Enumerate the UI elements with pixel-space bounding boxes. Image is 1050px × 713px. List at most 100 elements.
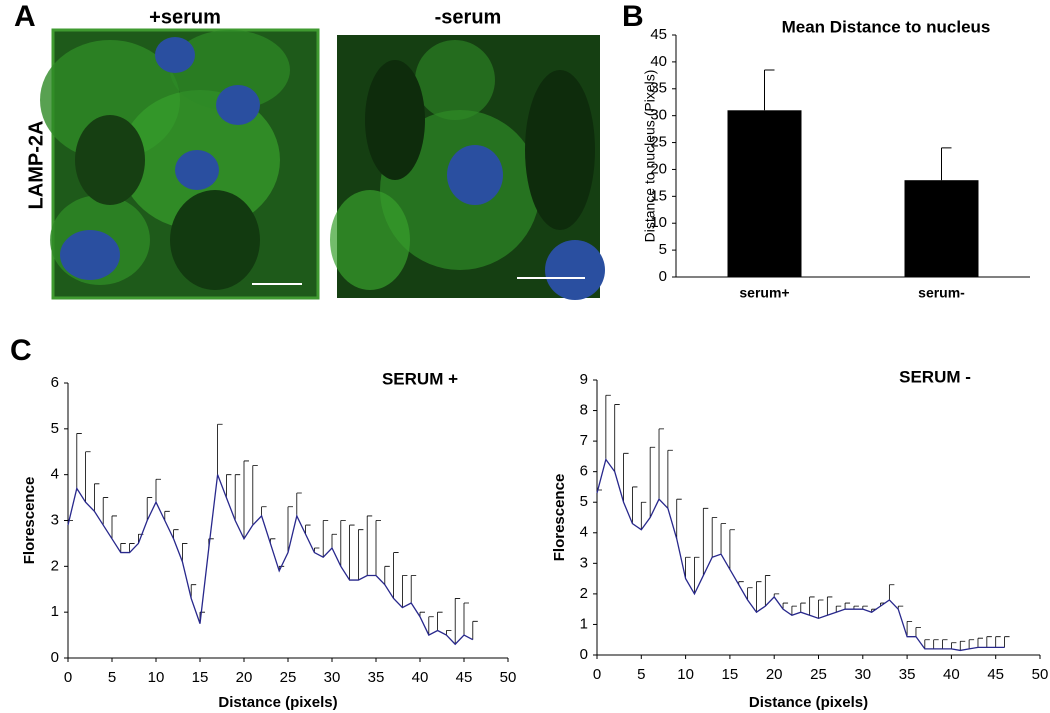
y-tick-label: 4: [580, 524, 588, 541]
error-bar: [933, 639, 939, 649]
error-bar: [340, 520, 346, 567]
error-bar: [349, 524, 355, 581]
error-bar: [623, 452, 629, 503]
error-bar: [217, 423, 223, 475]
y-tick-label: 9: [580, 371, 588, 388]
x-tick-label: 45: [456, 669, 473, 686]
error-bar: [844, 602, 851, 610]
x-tick-label: 45: [987, 666, 1004, 683]
error-bar: [94, 483, 100, 512]
x-tick-label: 30: [324, 669, 341, 686]
error-bar: [729, 529, 735, 570]
panel-label: B: [622, 0, 644, 33]
error-bar: [614, 404, 620, 472]
error-bar: [702, 507, 709, 576]
error-bar: [358, 529, 364, 581]
x-tick-label: 5: [108, 669, 116, 686]
error-bar: [835, 605, 842, 613]
error-bar: [375, 520, 381, 576]
error-bar: [959, 640, 966, 651]
error-bar: [995, 636, 1001, 648]
x-tick-label: 25: [280, 669, 297, 686]
error-bar: [243, 460, 249, 539]
error-bar: [951, 642, 957, 649]
error-bar: [915, 627, 921, 637]
error-bar: [182, 543, 188, 562]
x-tick-label: 25: [810, 666, 827, 683]
micrograph: [330, 35, 605, 300]
y-tick-label: 30: [650, 107, 667, 124]
error-bar: [120, 543, 126, 553]
y-tick-label: 1: [580, 615, 588, 632]
image-title: -serum: [435, 6, 502, 28]
error-bar: [331, 533, 337, 548]
y-tick-label: 0: [659, 268, 667, 285]
error-bar: [632, 486, 638, 524]
error-bar: [924, 639, 930, 649]
x-tick-label: 0: [593, 666, 601, 683]
x-tick-label: serum-: [918, 285, 965, 301]
x-tick-label: 40: [943, 666, 960, 683]
y-tick-label: 2: [51, 557, 59, 574]
x-tick-label: 30: [854, 666, 871, 683]
error-bar: [410, 575, 417, 603]
y-tick-label: 3: [51, 511, 59, 528]
error-bar: [472, 620, 478, 640]
error-bar: [711, 517, 718, 558]
y-tick-label: 6: [51, 374, 59, 391]
error-bar: [173, 529, 179, 539]
error-bar: [605, 394, 611, 460]
y-tick-label: 40: [650, 53, 667, 70]
y-tick-label: 5: [51, 420, 59, 437]
error-bar: [986, 636, 992, 648]
error-bar: [941, 147, 952, 181]
error-bar: [446, 630, 452, 636]
error-bar: [463, 602, 469, 636]
x-tick-label: 0: [64, 669, 72, 686]
x-tick-label: 10: [677, 666, 694, 683]
error-bar: [756, 581, 762, 613]
x-tick-label: 5: [637, 666, 645, 683]
error-bar: [764, 575, 771, 607]
error-bar: [402, 575, 408, 608]
error-bar: [640, 501, 647, 530]
error-bar: [738, 581, 744, 585]
error-bar: [968, 639, 975, 649]
y-tick-label: 15: [650, 187, 667, 204]
image-title: +serum: [149, 6, 221, 28]
y-tick-label: 5: [659, 241, 667, 258]
x-axis-label: Distance (pixels): [218, 694, 337, 711]
y-tick-label: 2: [580, 585, 588, 602]
error-bar: [287, 506, 293, 553]
y-axis-label: Florescence: [551, 474, 568, 562]
error-bar: [676, 498, 682, 539]
x-tick-label: 50: [500, 669, 517, 686]
x-tick-label: 40: [412, 669, 429, 686]
error-bar: [252, 465, 258, 526]
error-bar: [1004, 636, 1010, 648]
y-tick-label: 8: [580, 402, 588, 419]
error-bar: [685, 556, 691, 579]
error-bar: [129, 543, 135, 553]
x-axis-label: Distance (pixels): [749, 694, 868, 711]
bar: [727, 110, 802, 278]
error-bar: [800, 602, 806, 613]
error-bar: [190, 584, 197, 599]
x-tick-label: 10: [148, 669, 165, 686]
error-bar: [419, 611, 425, 617]
bar: [904, 180, 979, 277]
micrograph: [40, 28, 320, 300]
error-bar: [694, 556, 700, 594]
error-bar: [888, 584, 895, 600]
error-bar: [384, 565, 390, 585]
y-tick-label: 10: [650, 214, 667, 231]
error-bar: [764, 69, 775, 111]
x-tick-label: 15: [722, 666, 739, 683]
y-tick-label: 25: [650, 134, 667, 151]
x-tick-label: 35: [368, 669, 385, 686]
error-bar: [155, 478, 161, 503]
error-bar: [720, 523, 727, 555]
error-bar: [773, 593, 780, 597]
error-bar: [76, 433, 82, 489]
